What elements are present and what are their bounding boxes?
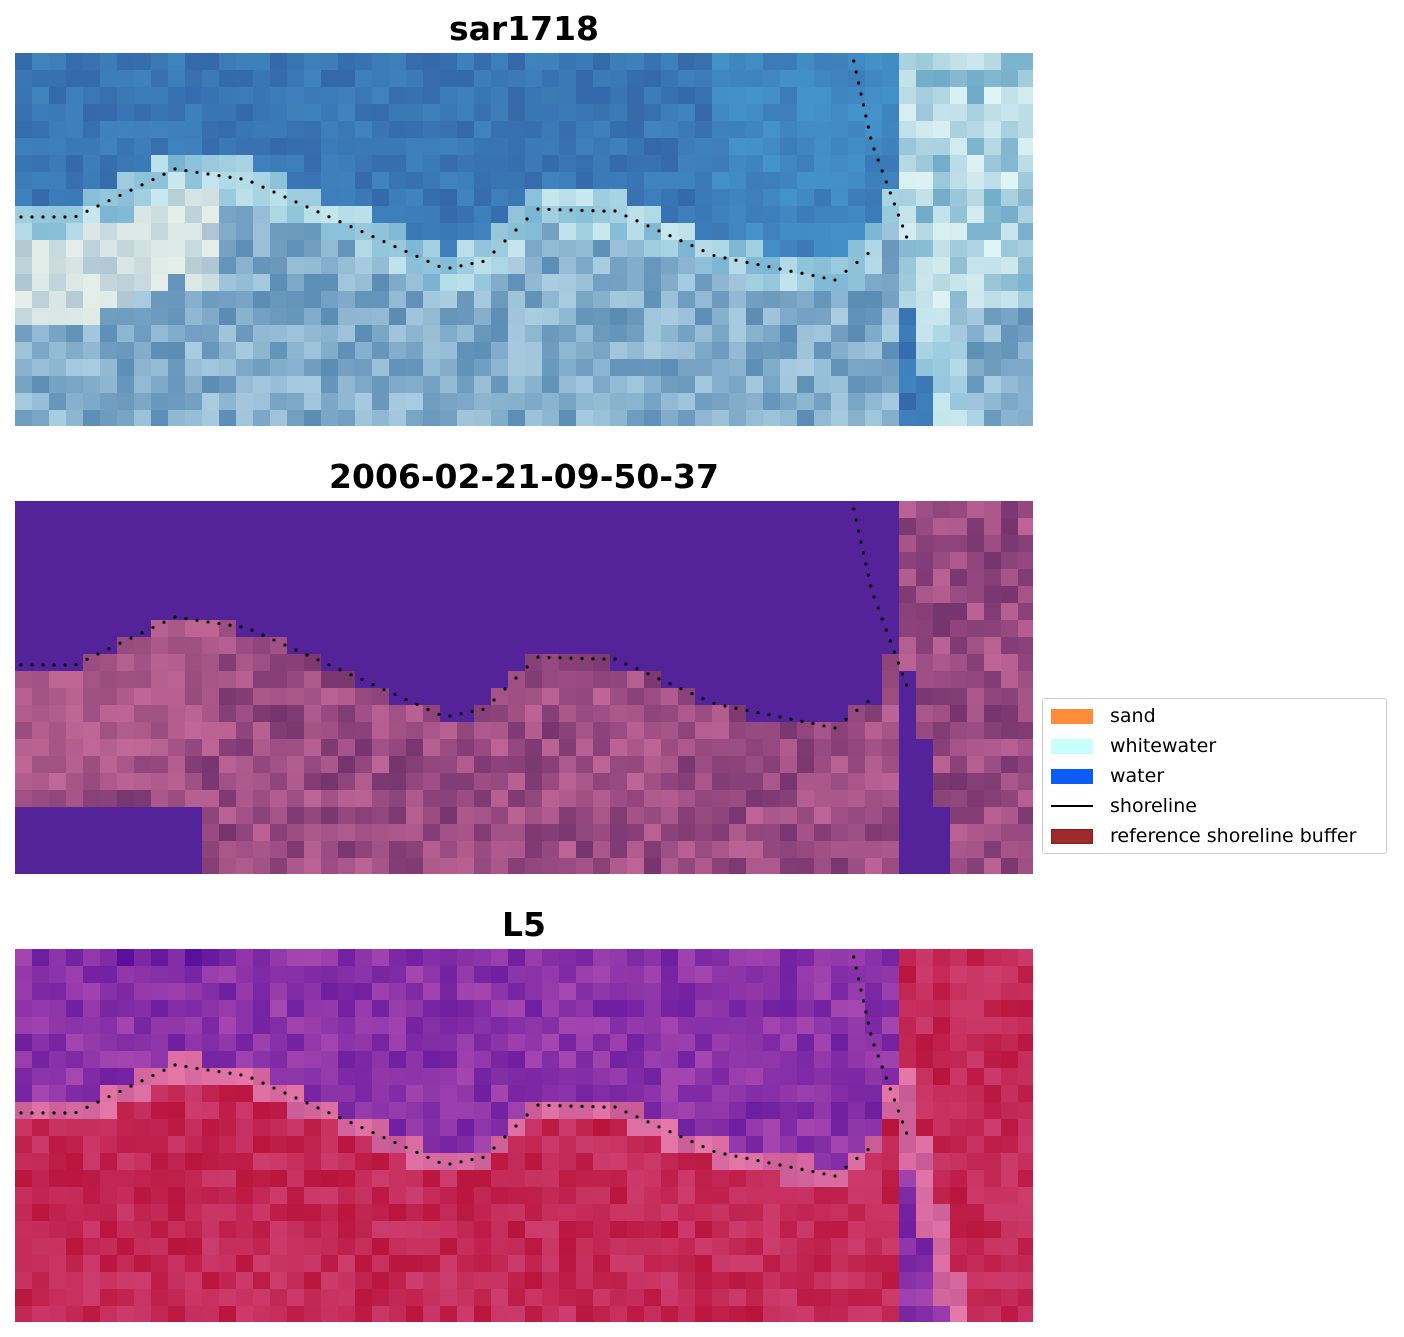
legend-item-sand: sand bbox=[1051, 705, 1156, 727]
shoreline-dots bbox=[19, 59, 909, 282]
panel-title-classified: 2006-02-21-09-50-37 bbox=[329, 457, 719, 496]
legend-label: water bbox=[1110, 765, 1165, 787]
rgb-image-panel bbox=[15, 53, 1033, 426]
rgb-image bbox=[15, 53, 1033, 426]
classified-image-panel bbox=[15, 501, 1033, 874]
legend-label: sand bbox=[1110, 705, 1156, 727]
legend-label: shoreline bbox=[1110, 795, 1197, 817]
index-image-panel bbox=[15, 949, 1033, 1322]
legend-label: whitewater bbox=[1110, 735, 1217, 757]
legend-item-reference-buffer: reference shoreline buffer bbox=[1051, 825, 1357, 847]
panel-title-rgb: sar1718 bbox=[448, 9, 600, 48]
legend: sand whitewater water shoreline referenc… bbox=[1042, 698, 1387, 854]
legend-item-water: water bbox=[1051, 765, 1165, 787]
legend-swatch-sand bbox=[1051, 708, 1093, 724]
classified-image bbox=[15, 501, 1033, 874]
shoreline-dots bbox=[19, 955, 909, 1178]
legend-swatch-reference-buffer bbox=[1051, 828, 1093, 844]
shoreline-dots bbox=[19, 507, 909, 730]
legend-swatch-shoreline bbox=[1051, 805, 1093, 807]
legend-swatch-water bbox=[1051, 768, 1093, 784]
legend-item-shoreline: shoreline bbox=[1051, 795, 1197, 817]
legend-swatch-whitewater bbox=[1051, 738, 1093, 754]
legend-label: reference shoreline buffer bbox=[1110, 825, 1357, 847]
legend-item-whitewater: whitewater bbox=[1051, 735, 1217, 757]
index-image bbox=[15, 949, 1033, 1322]
panel-title-index: L5 bbox=[502, 905, 546, 944]
